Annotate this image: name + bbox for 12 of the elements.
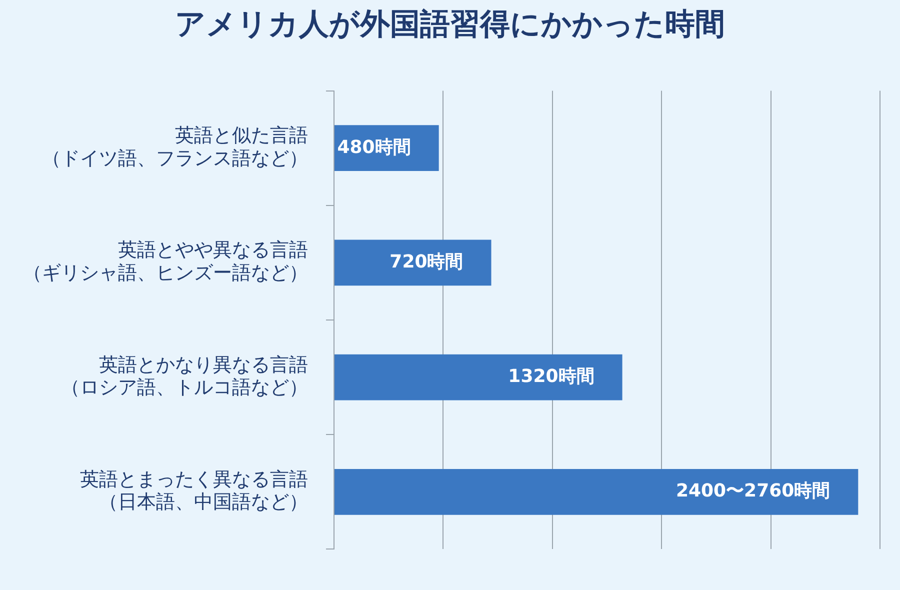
data-label: 480時間: [337, 136, 411, 158]
data-label: 720時間: [390, 251, 464, 272]
y-tick-label: 英語と似た言語（ドイツ語、フランス語など）: [42, 124, 308, 170]
y-tick-label: 英語とまったく異なる言語（日本語、中国語など）: [80, 468, 308, 514]
chart-title: アメリカ人が外国語習得にかかった時間: [174, 6, 726, 44]
bar: [334, 354, 622, 400]
y-tick-label: 英語とやや異なる言語（ギリシャ語、ヒンズー語など）: [23, 239, 308, 284]
bar: [334, 468, 858, 515]
y-tick-label: 英語とかなり異なる言語（ロシア語、トルコ語など）: [61, 354, 308, 399]
data-label: 1320時間: [508, 366, 594, 387]
bar: [334, 240, 492, 286]
data-label: 2400〜2760時間: [676, 480, 830, 502]
